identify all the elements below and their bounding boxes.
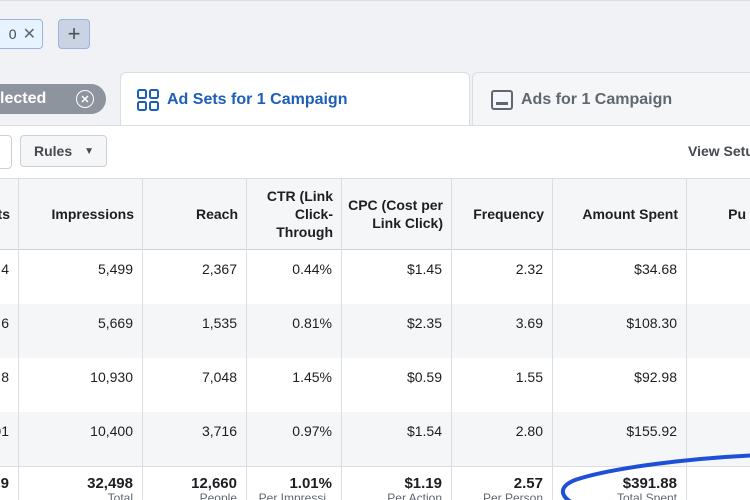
cell-cpc: $2.35 [406,315,442,331]
header-cpc-line1: CPC (Cost per [348,197,443,213]
tab-ad-sets-label: Ad Sets for 1 Campaign [167,91,348,108]
ad-sets-grid-icon [137,89,159,111]
cell-reach: 1,535 [201,315,237,331]
tab-ad-sets[interactable]: Ad Sets for 1 Campaign [120,72,470,127]
total-ctr: 1.01% [289,474,332,492]
cell-cpc: $1.45 [406,261,442,277]
total-reach-sub: People [199,491,237,500]
rules-button[interactable]: Rules ▼ [20,135,107,167]
cell-reach: 7,048 [201,369,237,385]
cell-frequency: 3.69 [515,315,543,331]
close-icon[interactable]: ✕ [22,26,36,43]
column-divider [451,178,452,500]
ad-sets-table: ts Impressions Reach CTR (Link Click- Th… [0,178,750,500]
cell-impressions: 5,669 [97,315,133,331]
cell-ctr: 0.44% [292,261,332,277]
cell-impressions: 10,930 [90,369,133,385]
table-header [0,178,750,250]
header-ctr[interactable]: CTR (Link Click- Through [246,178,341,250]
header-ctr-line2: Click- [294,206,333,222]
cell-frequency: 2.32 [515,261,543,277]
total-impressions: 32,498 [87,474,133,492]
add-filter-button[interactable]: + [58,19,90,49]
header-amount-spent[interactable]: Amount Spent [582,206,678,222]
header-reach[interactable]: Reach [195,206,238,222]
filter-chip[interactable]: 0 ✕ [0,19,43,49]
view-setup-link[interactable]: View Setu [688,143,750,159]
cell-results: 4 [1,261,9,277]
header-frequency[interactable]: Frequency [473,206,544,222]
cell-frequency: 1.55 [515,369,543,385]
header-cut-line2: Pu [728,206,746,222]
cell-frequency: 2.80 [515,423,543,439]
cell-amount: $108.30 [626,315,677,331]
rules-label: Rules [34,143,73,159]
total-frequency-sub: Per Person [482,491,543,500]
cell-ctr: 0.97% [292,423,332,439]
column-divider [552,178,553,500]
clear-selection-icon[interactable]: ✕ [76,90,94,108]
table-row[interactable] [0,250,750,304]
ad-card-icon [491,89,513,111]
cell-amount: $34.68 [634,261,677,277]
total-frequency: 2.57 [513,474,543,492]
column-divider [142,178,143,500]
tab-ads[interactable]: Ads for 1 Campaign [472,72,750,126]
caret-down-icon: ▼ [84,145,95,157]
cell-cpc: $0.59 [406,369,442,385]
header-ctr-line3: Through [276,224,333,240]
header-impressions[interactable]: Impressions [51,206,134,222]
search-input[interactable] [0,135,12,169]
total-impressions-sub: Total [107,491,133,500]
column-divider [686,178,687,500]
header-cpc-line2: Link Click) [372,215,443,231]
filter-bar: 0 ✕ + [0,0,750,73]
column-divider [246,178,247,500]
filter-chip-value: 0 [8,26,17,42]
cell-reach: 2,367 [201,261,237,277]
cell-amount: $155.92 [626,423,677,439]
header-cpc[interactable]: CPC (Cost per Link Click) [341,178,451,250]
total-cpc-sub: Per Action [387,491,442,500]
cell-impressions: 5,499 [97,261,133,277]
total-amount-sub: Total Spent [616,491,677,500]
cell-ctr: 0.81% [292,315,332,331]
cell-results: 8 [1,369,9,385]
cell-reach: 3,716 [201,423,237,439]
selected-pill-label: lected [0,90,47,107]
total-ctr-sub: Per Impressi [258,491,326,500]
column-divider [341,178,342,500]
cell-ctr: 1.45% [292,369,332,385]
toolbar: Rules ▼ View Setu [0,126,750,178]
plus-icon: + [67,21,81,46]
table-row[interactable] [0,304,750,358]
cell-results: 01 [0,423,9,439]
header-ctr-line1: CTR (Link [266,188,333,204]
table-row[interactable] [0,358,750,412]
cell-cpc: $1.54 [406,423,442,439]
column-divider [18,178,19,500]
cell-impressions: 10,400 [90,423,133,439]
tabs-row: lected ✕ Ad Sets for 1 Campaign Ads for … [0,72,750,127]
selected-items-pill[interactable]: lected ✕ [0,84,106,114]
total-reach: 12,660 [191,474,237,492]
tab-ads-label: Ads for 1 Campaign [521,90,673,108]
header-cut-column[interactable]: Pu [686,178,750,250]
tabs-divider [0,125,750,126]
cell-amount: $92.98 [634,369,677,385]
header-results[interactable]: ts [0,206,10,222]
cell-results: 6 [1,315,9,331]
total-results: 9 [0,474,9,492]
total-cpc: $1.19 [404,474,442,492]
